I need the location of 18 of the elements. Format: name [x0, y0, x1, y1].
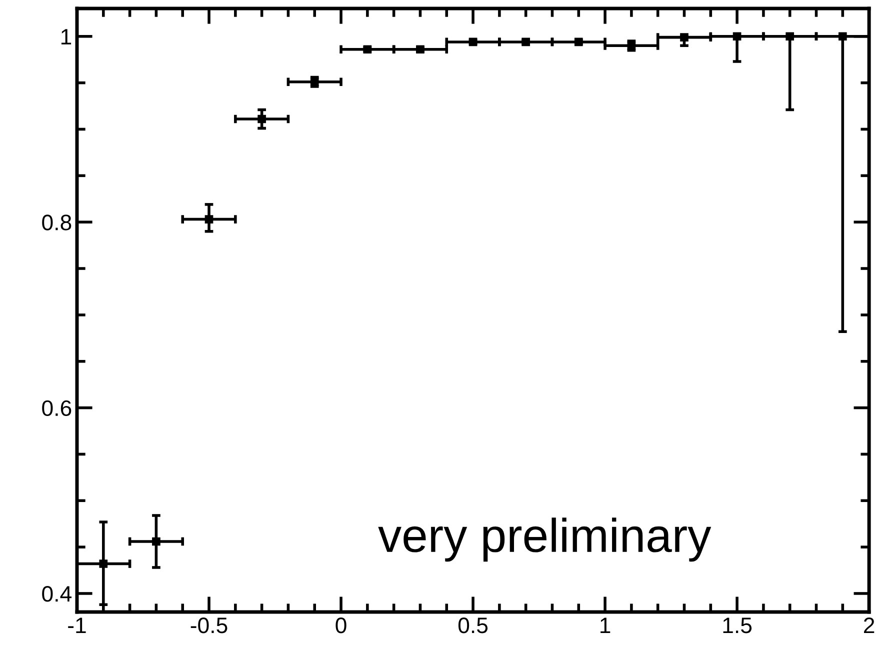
point	[786, 32, 794, 41]
point	[152, 537, 160, 546]
point	[258, 114, 266, 124]
point	[204, 215, 214, 224]
point	[838, 32, 847, 41]
y-tick-label: 0.4	[42, 586, 72, 602]
y-tick-label: 0.6	[42, 400, 72, 416]
y-tick-label: 1	[61, 29, 72, 44]
x-tick-label: 0	[336, 617, 346, 634]
y-tick-label: 0.8	[42, 214, 72, 230]
annotation: very preliminary	[378, 518, 712, 562]
x-tick-label: 1	[600, 618, 610, 634]
x-tick-label: 2	[864, 617, 874, 634]
x-tick-label: 0.5	[458, 617, 488, 634]
x-tick-label: 1.5	[723, 618, 752, 634]
x-tick-label: -1	[68, 618, 86, 634]
point	[99, 560, 108, 568]
x-tick-label: -0.5	[190, 617, 228, 634]
